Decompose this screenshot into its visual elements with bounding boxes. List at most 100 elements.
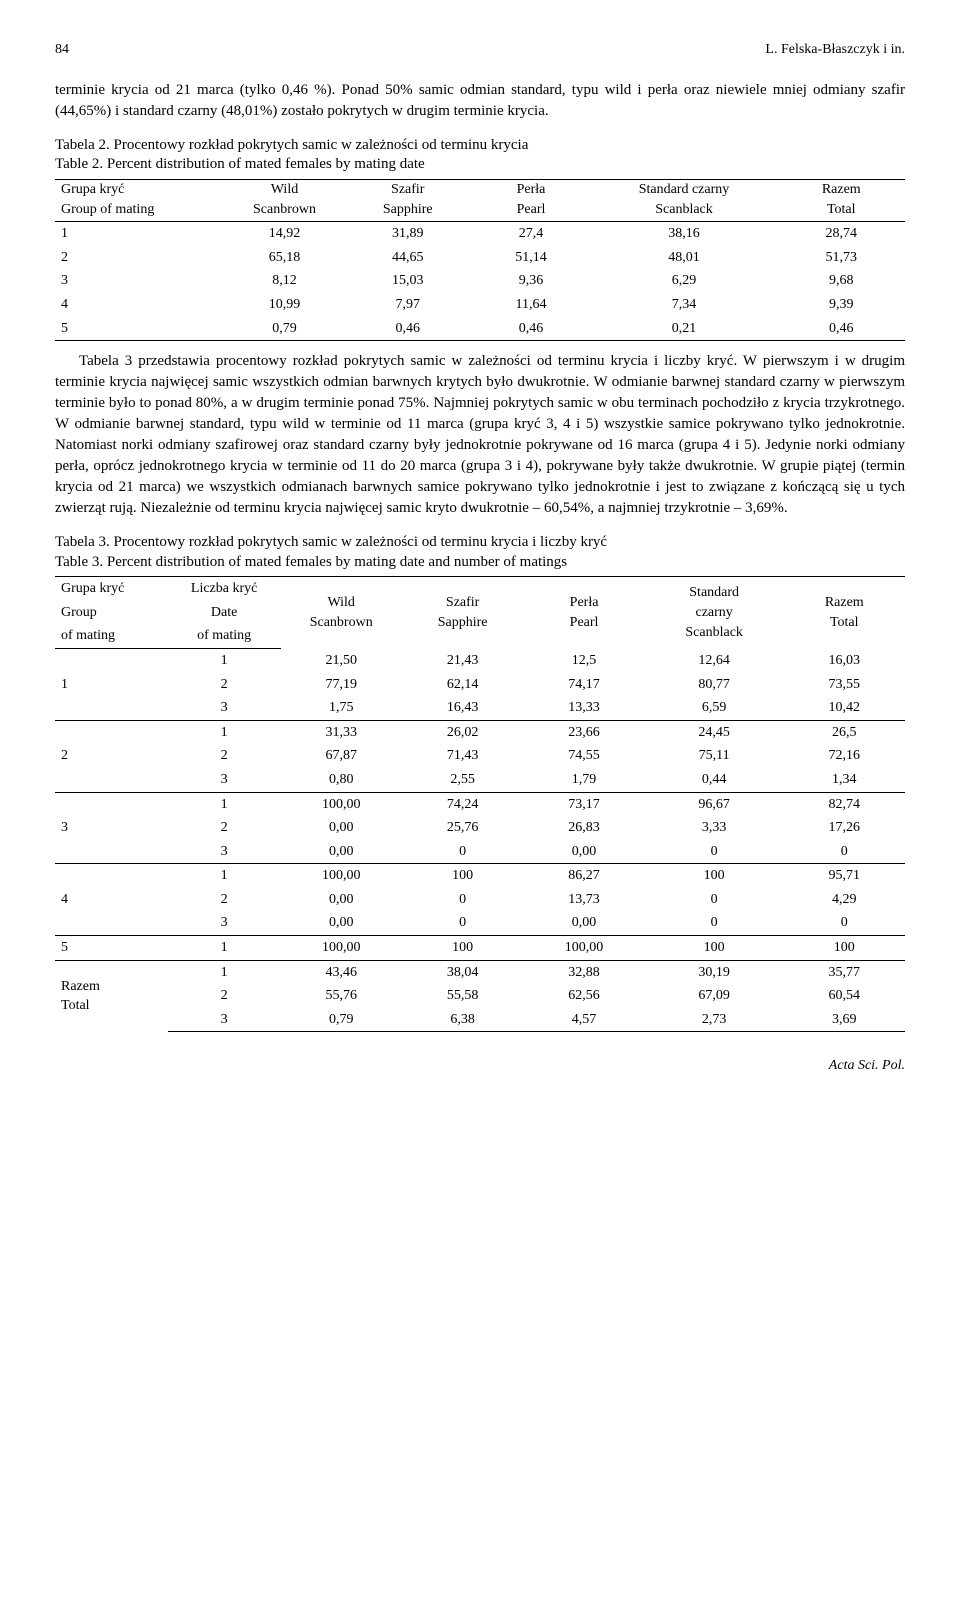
table-cell: 60,54 [784, 984, 905, 1008]
table-cell: 2 [168, 888, 281, 912]
t2-col2-en: Sapphire [344, 200, 472, 221]
table-cell: 67,09 [645, 984, 784, 1008]
table-cell: 30,19 [645, 960, 784, 984]
table-cell: 9,39 [778, 293, 906, 317]
table-cell: 21,50 [281, 648, 402, 672]
t2-col1-pl: Wild [225, 179, 344, 200]
table-cell: 1 [168, 648, 281, 672]
table-cell: 7,34 [591, 293, 778, 317]
t2-col0-pl: Grupa kryć [55, 179, 225, 200]
table-cell: 95,71 [784, 864, 905, 888]
t3-col0-mid: Group [55, 601, 168, 625]
table-cell: 26,02 [402, 720, 523, 744]
table-cell: 0,00 [281, 840, 402, 864]
t3-col6: Razem Total [784, 577, 905, 649]
paragraph-2: Tabela 3 przedstawia procentowy rozkład … [55, 351, 905, 519]
table-cell: 0 [784, 911, 905, 935]
table-cell: 74,55 [523, 744, 644, 768]
footer-journal: Acta Sci. Pol. [55, 1056, 905, 1076]
table-cell: 31,33 [281, 720, 402, 744]
table-cell: 8,12 [225, 269, 344, 293]
group-label: 5 [55, 936, 168, 961]
table-cell: 1 [168, 720, 281, 744]
t3-col0-pl: Grupa kryć [55, 577, 168, 601]
table-cell: 1 [168, 864, 281, 888]
table-cell: 3 [55, 269, 225, 293]
table-cell: 23,66 [523, 720, 644, 744]
table-cell: 100 [402, 864, 523, 888]
table3: Grupa kryć Liczba kryć Wild Scanbrown Sz… [55, 576, 905, 1032]
table-cell: 31,89 [344, 222, 472, 246]
table-cell: 82,74 [784, 792, 905, 816]
table-cell: 44,65 [344, 246, 472, 270]
table-cell: 74,17 [523, 673, 644, 697]
table-cell: 100,00 [281, 864, 402, 888]
table-cell: 51,73 [778, 246, 906, 270]
table-cell: 1 [168, 792, 281, 816]
table-cell: 21,43 [402, 648, 523, 672]
table-cell: 71,43 [402, 744, 523, 768]
table-cell: 9,68 [778, 269, 906, 293]
paragraph-1: terminie krycia od 21 marca (tylko 0,46 … [55, 80, 905, 122]
table-cell: 0 [784, 840, 905, 864]
group-label: 2 [55, 720, 168, 792]
table-cell: 80,77 [645, 673, 784, 697]
table-cell: 38,16 [591, 222, 778, 246]
table-cell: 100,00 [281, 936, 402, 961]
table-cell: 1 [168, 960, 281, 984]
table2-caption-pl: Tabela 2. Procentowy rozkład pokrytych s… [55, 137, 528, 153]
t3-col3: Szafir Sapphire [402, 577, 523, 649]
table-cell: 0,79 [225, 317, 344, 341]
table-cell: 4,29 [784, 888, 905, 912]
table-cell: 4,57 [523, 1008, 644, 1032]
table-cell: 100 [645, 936, 784, 961]
table-cell: 62,56 [523, 984, 644, 1008]
group-label: 4 [55, 864, 168, 936]
t3-col0-en: of mating [55, 624, 168, 648]
table-cell: 73,17 [523, 792, 644, 816]
table-cell: 0,79 [281, 1008, 402, 1032]
table-cell: 0,21 [591, 317, 778, 341]
t2-col4-pl: Standard czarny [591, 179, 778, 200]
table-cell: 3,69 [784, 1008, 905, 1032]
table3-caption: Tabela 3. Procentowy rozkład pokrytych s… [55, 533, 905, 572]
t2-col2-pl: Szafir [344, 179, 472, 200]
page-number: 84 [55, 40, 69, 60]
t2-col5-pl: Razem [778, 179, 906, 200]
table-cell: 7,97 [344, 293, 472, 317]
table-cell: 17,26 [784, 816, 905, 840]
table-cell: 16,43 [402, 696, 523, 720]
t3-col1-mid: Date [168, 601, 281, 625]
table2: Grupa kryć Wild Szafir Perła Standard cz… [55, 179, 905, 342]
t3-col5: Standard czarny Scanblack [645, 577, 784, 649]
table-cell: 24,45 [645, 720, 784, 744]
table-cell: 1,34 [784, 768, 905, 792]
table-cell: 0,00 [281, 816, 402, 840]
table-cell: 2 [168, 816, 281, 840]
table-cell: 100 [402, 936, 523, 961]
table-cell: 100,00 [523, 936, 644, 961]
table-cell: 3 [168, 840, 281, 864]
table-cell: 0,00 [281, 888, 402, 912]
table-cell: 1 [168, 936, 281, 961]
table-cell: 74,24 [402, 792, 523, 816]
table-cell: 0 [402, 840, 523, 864]
table2-caption-en: Table 2. Percent distribution of mated f… [55, 156, 425, 172]
table-cell: 1 [55, 222, 225, 246]
table-cell: 75,11 [645, 744, 784, 768]
table-cell: 100 [784, 936, 905, 961]
table-cell: 9,36 [472, 269, 591, 293]
table-cell: 4 [55, 293, 225, 317]
table-cell: 0,80 [281, 768, 402, 792]
table-cell: 48,01 [591, 246, 778, 270]
table3-caption-en: Table 3. Percent distribution of mated f… [55, 554, 567, 570]
table-cell: 0 [645, 888, 784, 912]
table-cell: 0,00 [523, 911, 644, 935]
table-cell: 38,04 [402, 960, 523, 984]
table-cell: 77,19 [281, 673, 402, 697]
table-cell: 25,76 [402, 816, 523, 840]
table-cell: 96,67 [645, 792, 784, 816]
table-cell: 13,33 [523, 696, 644, 720]
table-cell: 3,33 [645, 816, 784, 840]
table-cell: 28,74 [778, 222, 906, 246]
